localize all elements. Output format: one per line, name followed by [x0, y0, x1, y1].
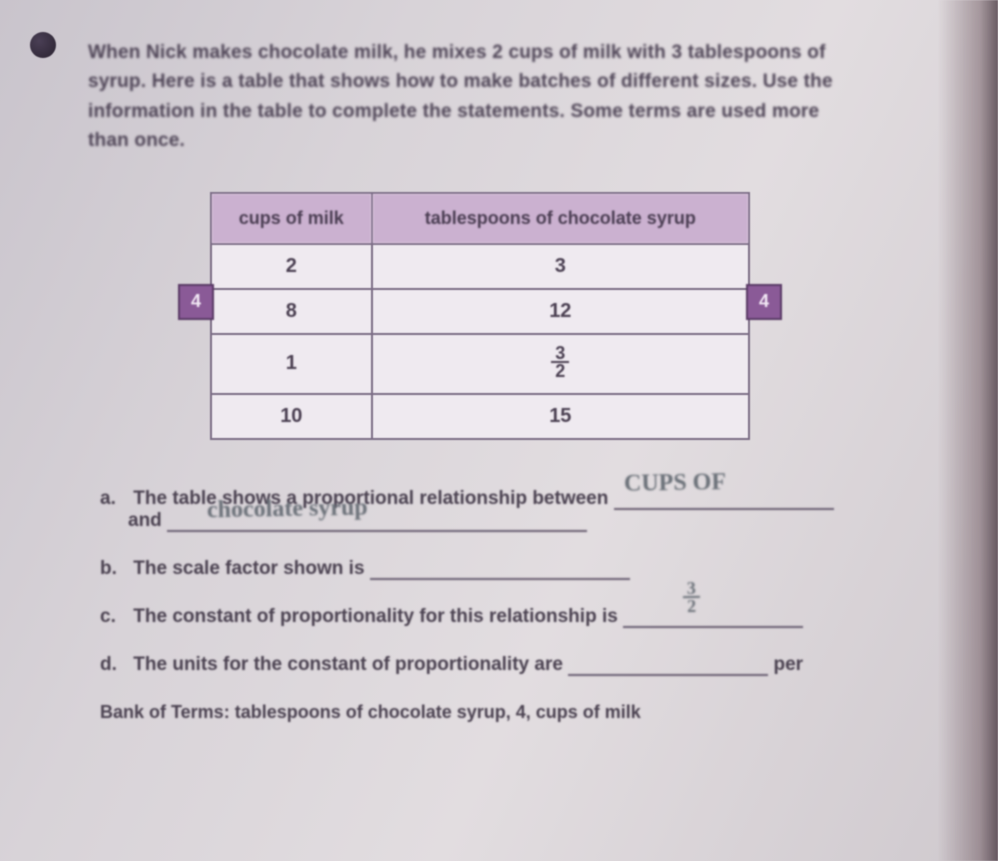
cell-milk: 10	[211, 394, 372, 439]
prompt-line: When Nick makes chocolate milk, he mixes…	[88, 42, 826, 63]
handwritten-fraction: 3 2	[683, 580, 701, 618]
cell-syrup: 12	[372, 289, 749, 334]
question-c: c. The constant of proportionality for t…	[100, 606, 920, 628]
question-a: a. The table shows a proportional relati…	[100, 488, 920, 532]
table-row: 2 3	[211, 244, 749, 289]
prompt-line: syrup. Here is a table that shows how to…	[88, 71, 833, 92]
cell-milk: 2	[211, 244, 372, 289]
worksheet-page: When Nick makes chocolate milk, he mixes…	[20, 10, 940, 850]
answer-blank[interactable]	[370, 558, 630, 580]
table-row: 1 3 2	[211, 334, 749, 394]
problem-number-bullet	[30, 32, 56, 58]
bank-of-terms: Bank of Terms: tablespoons of chocolate …	[100, 702, 920, 723]
table-row: 10 15	[211, 394, 749, 439]
answer-blank[interactable]: 3 2	[623, 606, 803, 628]
table-row: 8 12	[211, 289, 749, 334]
question-text: The units for the constant of proportion…	[133, 654, 563, 675]
question-text: and	[128, 510, 162, 531]
table-header-row: cups of milk tablespoons of chocolate sy…	[211, 193, 749, 244]
cell-milk: 8	[211, 289, 372, 334]
cell-milk: 1	[211, 334, 372, 394]
ratio-table: cups of milk tablespoons of chocolate sy…	[210, 192, 750, 440]
fraction: 3 2	[551, 345, 569, 379]
prompt-line: information in the table to complete the…	[88, 101, 819, 122]
question-label: c.	[100, 606, 128, 628]
col-header-milk: cups of milk	[211, 193, 372, 244]
bank-text: tablespoons of chocolate syrup, 4, cups …	[235, 702, 641, 722]
col-header-syrup: tablespoons of chocolate syrup	[372, 193, 749, 244]
cell-syrup: 3	[372, 244, 749, 289]
cell-syrup: 15	[372, 394, 749, 439]
bank-label: Bank of Terms:	[100, 702, 230, 722]
question-text: The scale factor shown is	[133, 558, 364, 579]
ratio-table-wrap: 4 4 cups of milk tablespoons of chocolat…	[210, 192, 750, 440]
answer-blank[interactable]	[568, 654, 768, 676]
question-text: The constant of proportionality for this…	[133, 606, 618, 627]
scale-tag-left: 4	[178, 284, 214, 320]
handwritten-answer: chocolate syrup	[207, 495, 368, 525]
question-label: a.	[100, 488, 128, 510]
per-label: per	[773, 654, 803, 675]
answer-blank[interactable]: CUPS OF	[614, 488, 834, 510]
question-b: b. The scale factor shown is	[100, 558, 920, 580]
hand-frac-d: 2	[683, 598, 700, 614]
question-d: d. The units for the constant of proport…	[100, 654, 920, 676]
question-text: The table shows a proportional relations…	[133, 488, 608, 509]
question-label: b.	[100, 558, 128, 580]
scale-tag-right: 4	[746, 284, 782, 320]
page-right-shadow	[938, 0, 998, 861]
fraction-denominator: 2	[551, 363, 569, 379]
question-label: d.	[100, 654, 128, 676]
prompt-line: than once.	[88, 130, 185, 151]
answer-blank[interactable]: chocolate syrup	[167, 510, 587, 532]
problem-prompt: When Nick makes chocolate milk, he mixes…	[88, 38, 908, 156]
cell-syrup-fraction: 3 2	[372, 334, 749, 394]
handwritten-answer: CUPS OF	[623, 469, 725, 498]
questions-block: a. The table shows a proportional relati…	[100, 488, 920, 676]
